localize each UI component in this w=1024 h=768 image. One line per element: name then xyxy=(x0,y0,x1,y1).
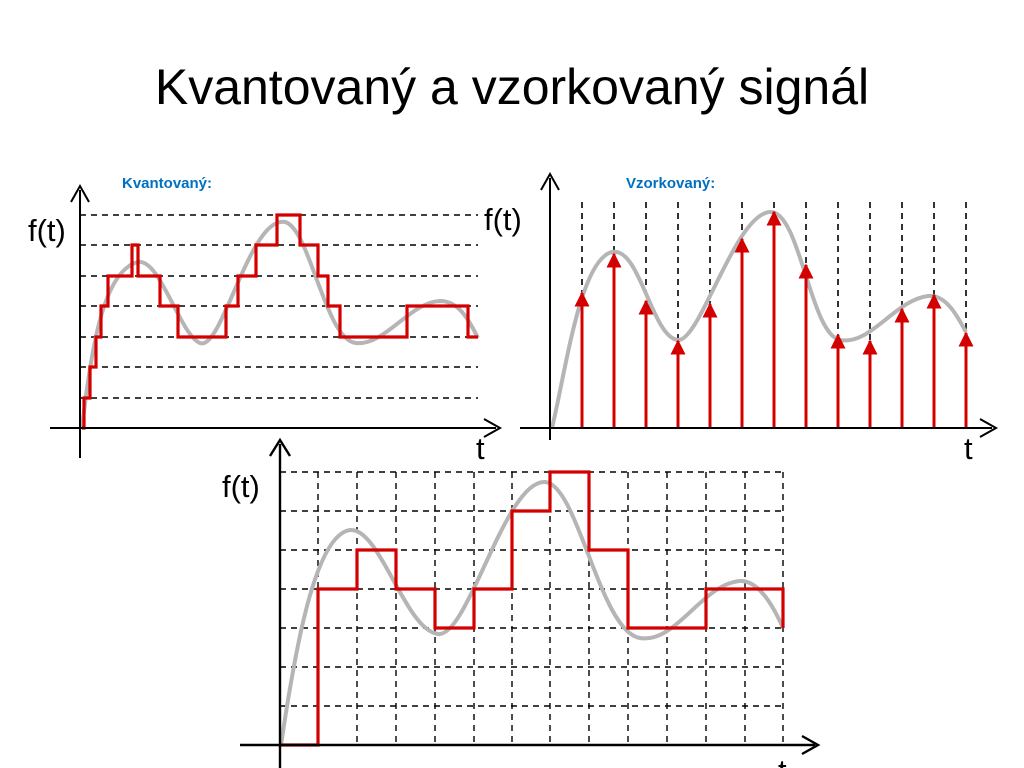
combined-analog-curve xyxy=(279,479,785,746)
combined-y-label: f(t) xyxy=(222,469,260,504)
sampled-panel: Vzorkovaný: f(t) t xyxy=(484,171,999,466)
quantized-axes xyxy=(50,183,503,458)
combined-axes xyxy=(240,437,821,768)
quantized-step-signal xyxy=(82,213,478,430)
quantized-label: Kvantovaný: xyxy=(122,175,212,192)
quantized-x-label: t xyxy=(476,431,485,466)
sampled-x-label: t xyxy=(964,431,973,466)
combined-x-label: t xyxy=(778,753,787,768)
combined-panel: f(t) t xyxy=(222,437,821,768)
combined-step-signal xyxy=(280,470,785,747)
sampled-label: Vzorkovaný: xyxy=(626,175,715,192)
quantized-panel: Kvantovaný: f(t) t xyxy=(28,175,503,466)
slide-title: Kvantovaný a vzorkovaný signál xyxy=(154,59,870,115)
sampled-axes xyxy=(520,171,999,440)
sampled-impulses xyxy=(574,210,974,428)
quantized-y-label: f(t) xyxy=(28,213,66,248)
sampled-y-label: f(t) xyxy=(484,202,522,237)
quantized-analog-curve xyxy=(80,219,480,429)
